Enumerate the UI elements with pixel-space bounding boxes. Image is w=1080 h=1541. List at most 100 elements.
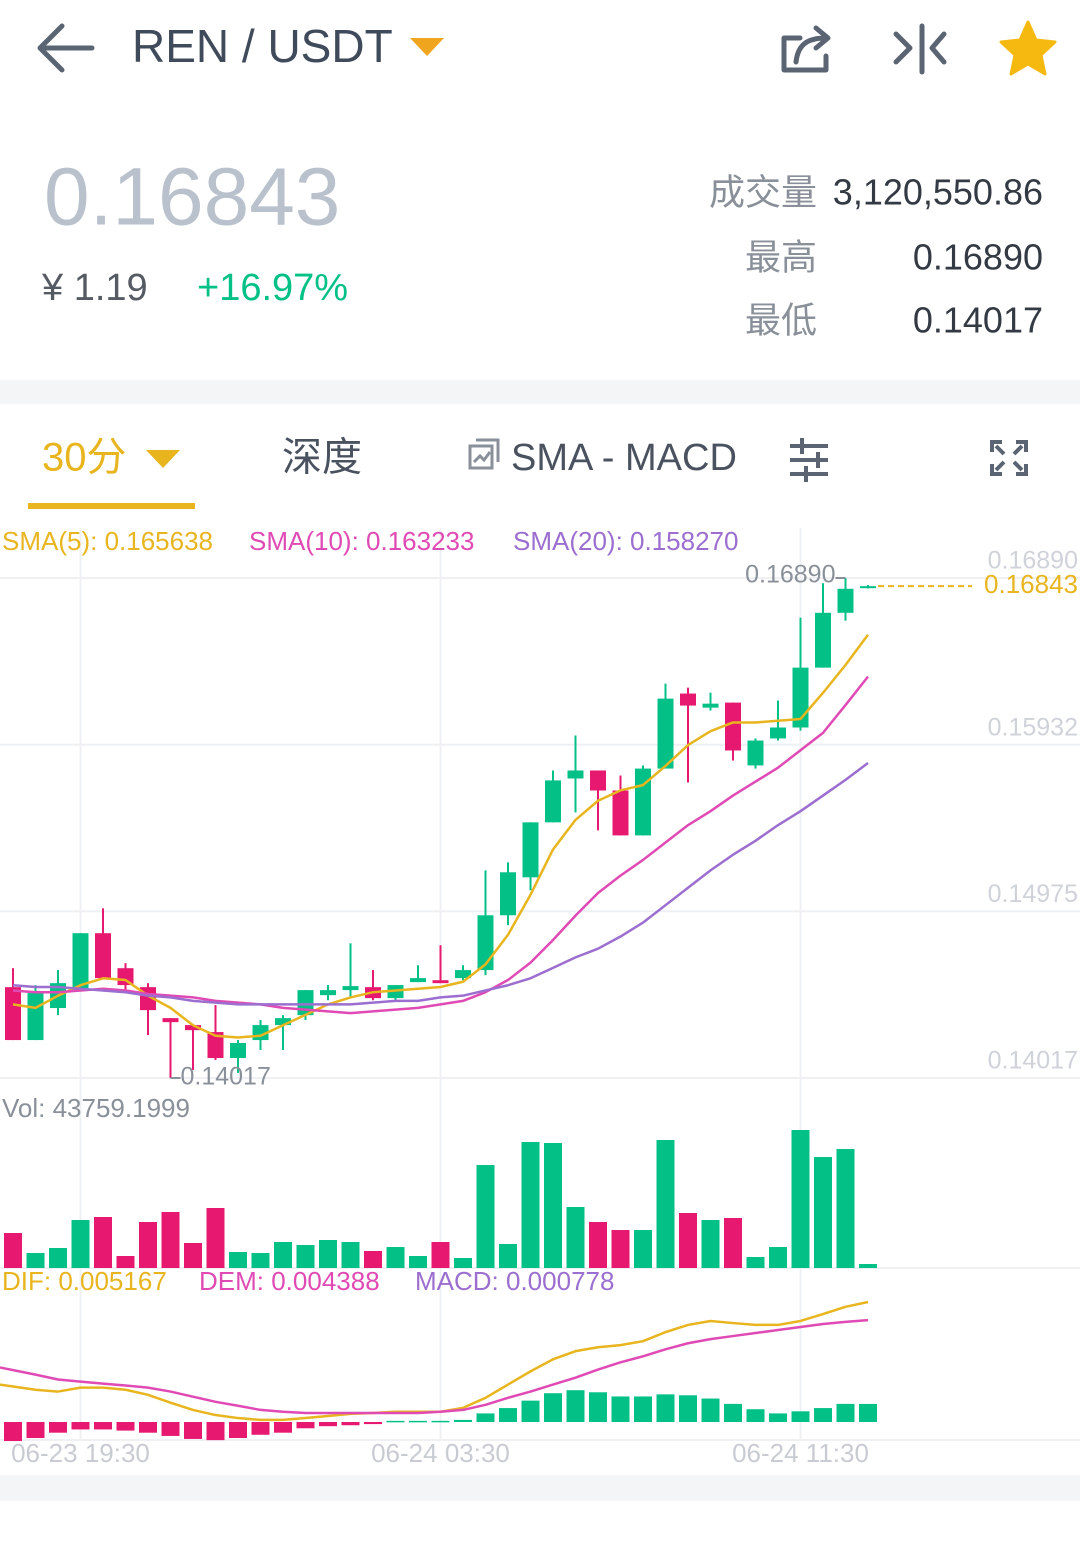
- volume-bar: [566, 1207, 585, 1268]
- candle-body: [207, 1032, 224, 1058]
- macd-line: [0, 1318, 869, 1415]
- x-tick-label: 06-23 19:30: [11, 1438, 150, 1468]
- compare-icon: [893, 23, 947, 75]
- fullscreen-button[interactable]: [990, 440, 1028, 476]
- y-tick-label: 0.16890: [988, 547, 1078, 575]
- stat-label: 最低: [745, 300, 817, 341]
- volume-bar: [319, 1240, 337, 1268]
- macd-bar: [634, 1396, 652, 1422]
- volume-bar: [341, 1242, 360, 1268]
- volume-bar: [94, 1217, 112, 1268]
- volume-bar: [116, 1255, 135, 1268]
- compare-button[interactable]: [893, 23, 947, 75]
- volume-bar: [746, 1257, 765, 1268]
- candle-body: [680, 693, 696, 706]
- favorite-star[interactable]: [999, 20, 1057, 76]
- candle-body: [725, 702, 741, 751]
- depth-tab[interactable]: 深度: [282, 436, 362, 480]
- candle-body: [72, 933, 89, 991]
- candle-body: [27, 993, 44, 1041]
- macd-bar: [589, 1392, 607, 1422]
- settings-button[interactable]: [790, 438, 828, 482]
- indicator-icon: [468, 438, 500, 470]
- volume-bar: [499, 1243, 517, 1268]
- macd-bar: [49, 1422, 67, 1433]
- macd-bar: [701, 1398, 720, 1422]
- share-box: [781, 35, 829, 73]
- sma-line: [12, 675, 869, 1015]
- candle-body: [5, 987, 21, 1041]
- interval-dropdown[interactable]: [146, 450, 180, 468]
- candle-body: [185, 1025, 201, 1031]
- back-arrow: [37, 23, 95, 73]
- candle-body: [230, 1043, 246, 1058]
- interval-tab[interactable]: 30分: [42, 436, 127, 480]
- candle-body: [342, 986, 359, 991]
- macd-bar: [26, 1422, 45, 1439]
- candle-body: [410, 978, 426, 983]
- volume-bar: [611, 1230, 630, 1268]
- macd-bar: [206, 1422, 225, 1441]
- macd-bar: [476, 1413, 495, 1422]
- pair-dropdown[interactable]: [410, 38, 444, 56]
- volume-bar: [229, 1252, 247, 1268]
- settings-knobs: [800, 438, 820, 482]
- share-button[interactable]: [781, 25, 831, 73]
- candle-body: [545, 780, 561, 823]
- low-marker-label: 0.14017: [181, 1063, 271, 1091]
- macd-bar: [836, 1403, 855, 1422]
- sma-line: [12, 761, 869, 1006]
- macd-bar: [679, 1395, 697, 1422]
- macd-bar: [229, 1422, 247, 1439]
- y-tick-label: 0.14975: [988, 880, 1078, 908]
- macd-legend: DIF: 0.005167: [2, 1266, 167, 1296]
- sma-legend: SMA(10): 0.163233: [249, 526, 474, 556]
- stat-label: 成交量: [709, 172, 817, 213]
- fullscreen-icon: [990, 440, 1028, 476]
- indicator-tab[interactable]: SMA - MACD: [511, 437, 737, 479]
- volume-bar: [409, 1255, 427, 1268]
- macd-bar: [386, 1420, 405, 1423]
- back-button[interactable]: [37, 23, 95, 73]
- volume-bar: [544, 1142, 562, 1268]
- share-arrow: [793, 25, 831, 65]
- x-tick-label: 06-24 03:30: [371, 1438, 510, 1468]
- macd-bar: [566, 1390, 585, 1422]
- volume-bar: [431, 1242, 450, 1268]
- volume-bar: [791, 1130, 810, 1268]
- candle-body: [455, 970, 471, 979]
- macd-bar: [859, 1403, 877, 1422]
- volume-bar: [769, 1247, 787, 1268]
- volume-bar: [836, 1148, 855, 1268]
- candle-body: [860, 586, 876, 589]
- macd-bar: [454, 1419, 472, 1422]
- stat-label: 最高: [745, 237, 817, 278]
- candle-body: [770, 727, 786, 739]
- candle-body: [432, 980, 449, 984]
- macd-bar: [319, 1422, 337, 1427]
- candle-body: [275, 1018, 291, 1026]
- pair-title[interactable]: REN / USDT: [132, 20, 393, 72]
- candle-body: [162, 1018, 179, 1023]
- active-tab-underline: [28, 503, 195, 509]
- macd-bar: [611, 1396, 630, 1422]
- candle-body: [747, 740, 764, 766]
- candle-body: [702, 703, 719, 708]
- volume-bar: [184, 1242, 202, 1268]
- volume-bar: [139, 1222, 157, 1268]
- candle-body: [590, 770, 606, 791]
- macd-bar: [71, 1422, 90, 1430]
- macd-bar: [161, 1422, 180, 1436]
- volume-bar: [386, 1247, 405, 1268]
- volume-bar: [859, 1264, 877, 1268]
- candle-body: [500, 872, 516, 916]
- top-bar: REN / USDT: [37, 20, 1057, 76]
- high-marker-label: 0.16890: [745, 561, 835, 589]
- y-tick-label: 0.14017: [988, 1047, 1078, 1075]
- volume-bar: [26, 1252, 45, 1268]
- stat-value: 0.16890: [913, 237, 1043, 278]
- ticker: 0.16843 ¥ 1.19 +16.97% 成交量 3,120,550.86 …: [41, 152, 1043, 341]
- volume-bar: [634, 1230, 652, 1268]
